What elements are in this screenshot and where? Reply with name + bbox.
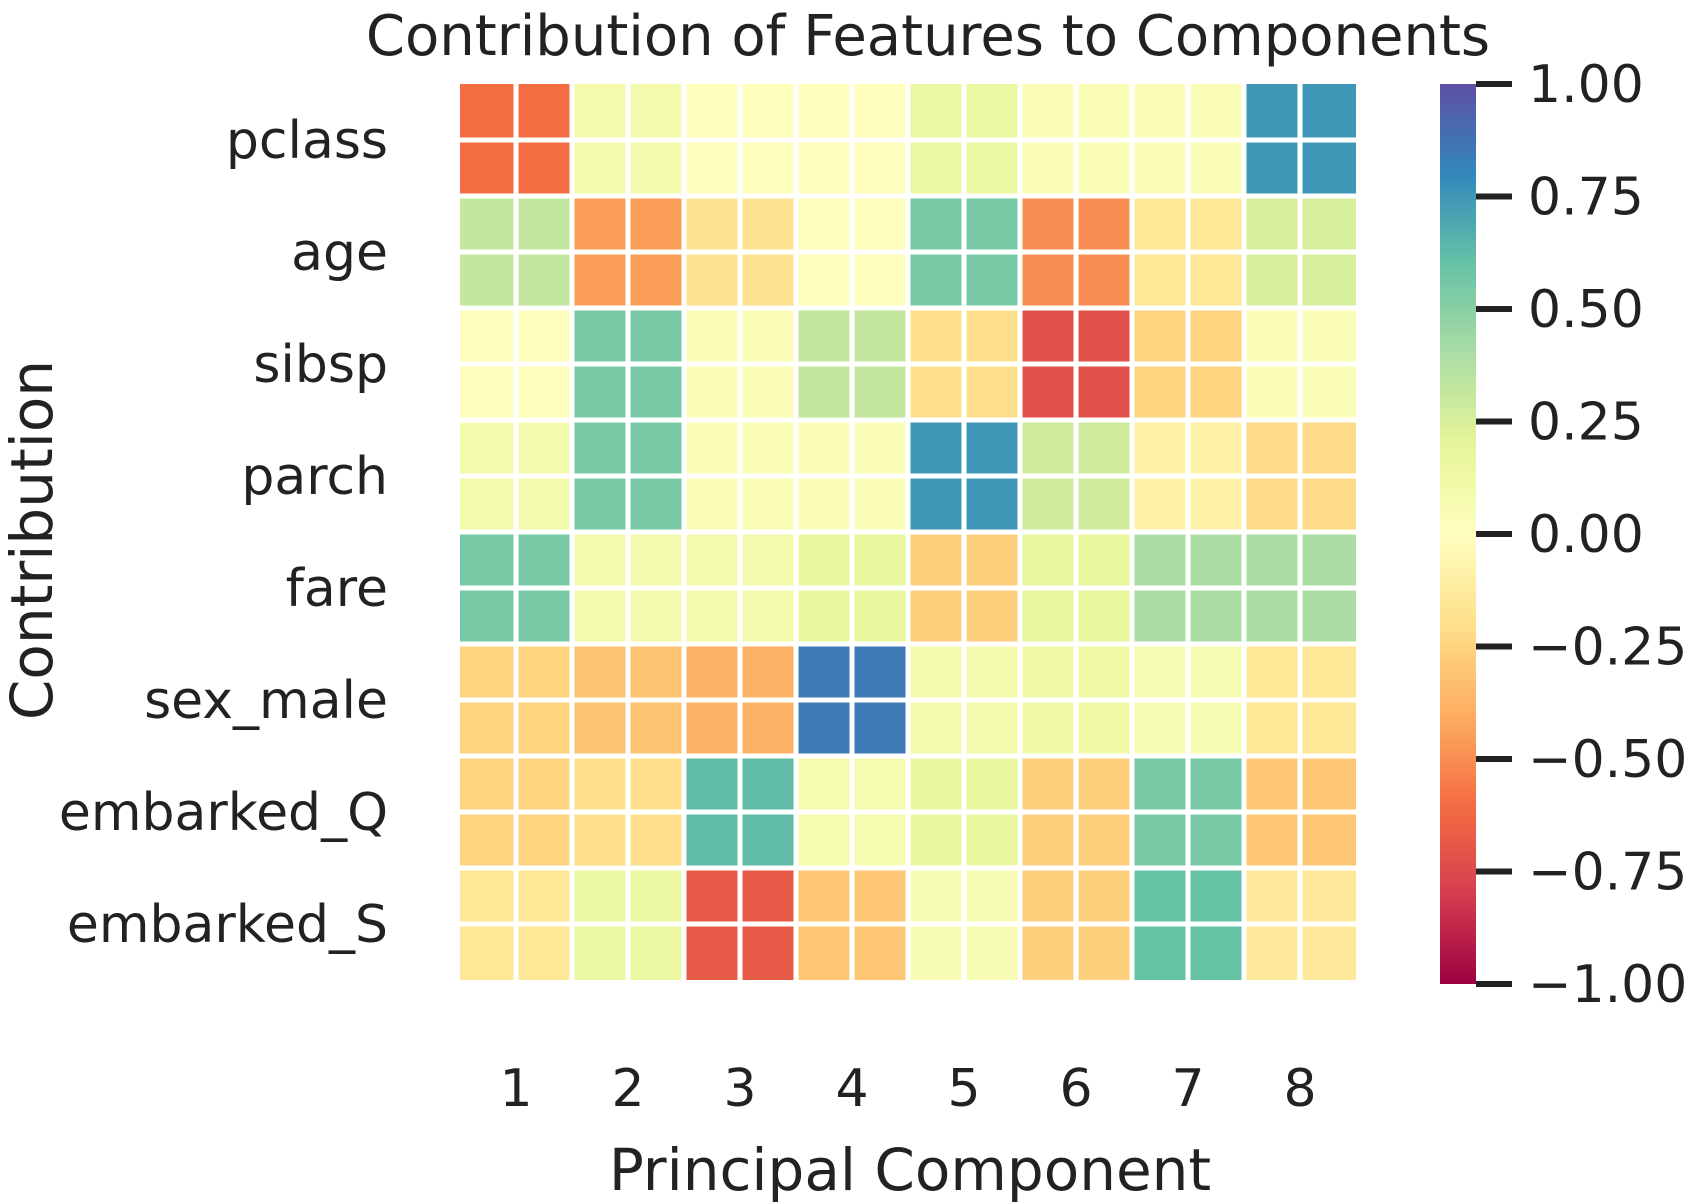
- x-tick-label: 8: [1283, 1059, 1316, 1119]
- colorbar-tick-label: 0.25: [1528, 393, 1644, 453]
- colorbar: [1440, 84, 1476, 984]
- y-tick-label: sibsp: [253, 335, 388, 395]
- y-tick-label: fare: [286, 559, 388, 619]
- y-tick-label: age: [291, 223, 388, 283]
- x-tick-label: 5: [947, 1059, 980, 1119]
- heatmap-cells: [460, 84, 1356, 980]
- y-tick-label: embarked_S: [67, 895, 388, 955]
- y-axis-label: Contribution: [0, 360, 66, 720]
- y-tick-label: embarked_Q: [59, 783, 388, 843]
- colorbar-tick-label: −0.25: [1528, 618, 1687, 678]
- x-tick-label: 1: [499, 1059, 532, 1119]
- x-tick-label: 7: [1171, 1059, 1204, 1119]
- y-tick-label: parch: [241, 447, 388, 507]
- y-tick-label: pclass: [226, 111, 388, 171]
- x-tick-label: 2: [611, 1059, 644, 1119]
- colorbar-tick-label: −1.00: [1528, 955, 1687, 1015]
- x-tick-label: 4: [835, 1059, 868, 1119]
- colorbar-tick-label: −0.75: [1528, 843, 1687, 903]
- x-tick-label: 3: [723, 1059, 756, 1119]
- colorbar-tick-label: 1.00: [1528, 55, 1644, 115]
- colorbar-tick-label: 0.50: [1528, 280, 1644, 340]
- x-axis-label: Principal Component: [609, 1136, 1211, 1203]
- y-tick-label: sex_male: [144, 671, 388, 731]
- colorbar-tick-label: 0.75: [1528, 168, 1644, 228]
- colorbar-tick-label: 0.00: [1528, 505, 1644, 565]
- colorbar-tick-label: −0.50: [1528, 730, 1687, 790]
- y-tick-labels: pclass age sibsp parch fare sex_male embarked_…: [59, 111, 388, 955]
- chart-title: Contribution of Features to Components: [366, 4, 1490, 69]
- x-tick-labels: 1 2 3 4 5 6 7 8: [499, 1059, 1316, 1119]
- colorbar-ticks: 1.00 0.75 0.50 0.25 0.00 −0.25 −0.50 −0.75 −1.00: [1476, 55, 1687, 1015]
- x-tick-label: 6: [1059, 1059, 1092, 1119]
